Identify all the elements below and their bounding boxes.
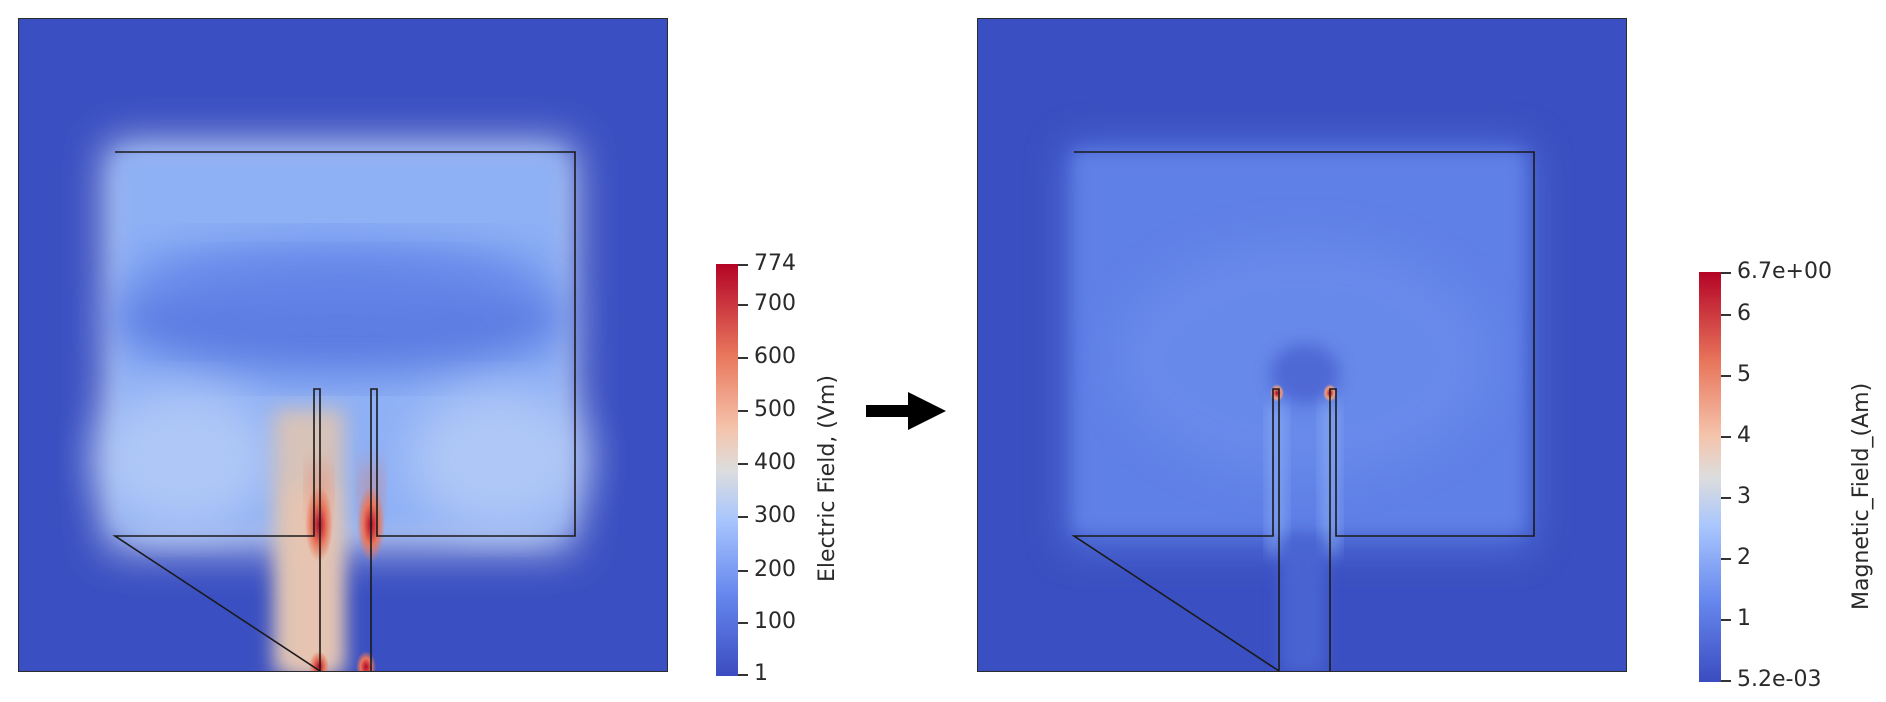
colorbar-gradient xyxy=(1699,272,1721,682)
colorbar-tick: 300 xyxy=(754,503,796,528)
magnetic-field-plot xyxy=(977,18,1627,672)
antenna-outline xyxy=(112,151,576,671)
electric-field-heatmap xyxy=(19,19,667,671)
colorbar-tick: 2 xyxy=(1737,545,1751,570)
colorbar-tick: 6 xyxy=(1737,301,1751,326)
colorbar-tick: 1 xyxy=(754,661,768,686)
colorbar-tick: 774 xyxy=(754,251,796,276)
colorbar-title: Electric Field, (Vm) xyxy=(815,375,840,582)
colorbar-tick: 700 xyxy=(754,291,796,316)
colorbar-title: Magnetic_Field_(Am) xyxy=(1849,382,1874,610)
colorbar-tick: 600 xyxy=(754,344,796,369)
colorbar-tick: 500 xyxy=(754,397,796,422)
colorbar-tick: 400 xyxy=(754,450,796,475)
colorbar-tick: 1 xyxy=(1737,606,1751,631)
colorbar-tick: 200 xyxy=(754,557,796,582)
arrow-right-icon xyxy=(866,392,946,430)
colorbar-gradient xyxy=(716,264,738,676)
electric-field-plot xyxy=(18,18,668,672)
magnetic-field-colorbar: 6.7e+00 6 5 4 3 2 1 5.2e-03 xyxy=(1699,259,1869,692)
magnetic-field-heatmap xyxy=(978,19,1626,671)
colorbar-tick: 5 xyxy=(1737,362,1751,387)
colorbar-tick: 6.7e+00 xyxy=(1737,259,1832,284)
colorbar-tick: 4 xyxy=(1737,423,1751,448)
colorbar-tick: 100 xyxy=(754,609,796,634)
electric-field-colorbar: 774 700 600 500 400 300 200 100 1 xyxy=(716,251,856,686)
colorbar-tick: 5.2e-03 xyxy=(1737,667,1822,692)
colorbar-tick: 3 xyxy=(1737,484,1751,509)
antenna-outline xyxy=(1071,151,1535,671)
